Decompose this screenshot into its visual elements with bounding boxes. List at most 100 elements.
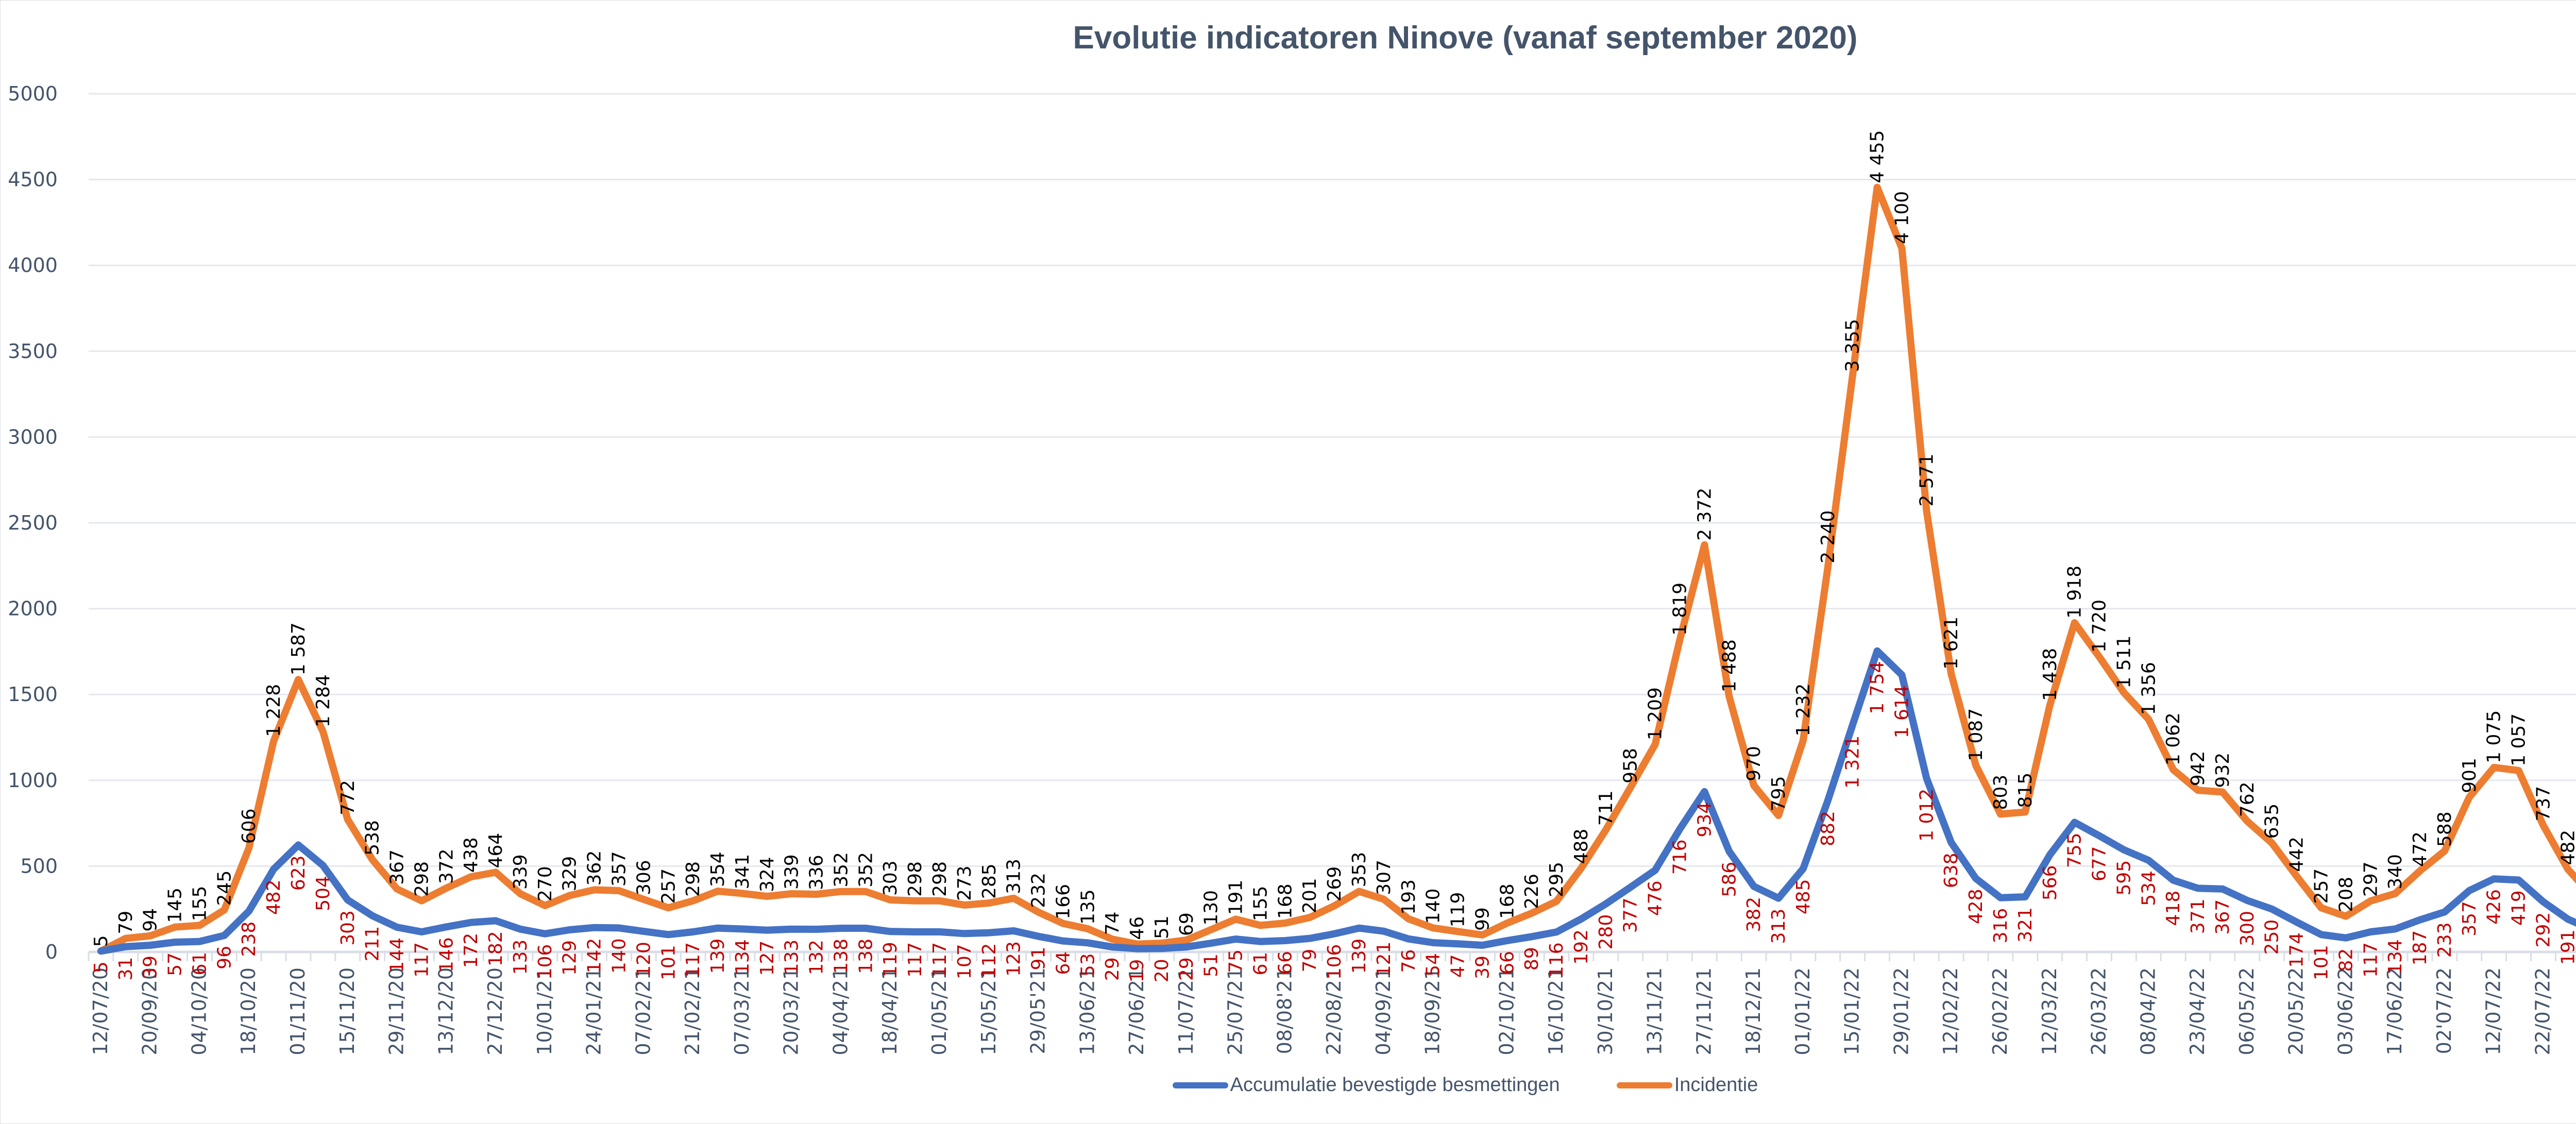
data-label-accumulatie: 119 [880, 942, 901, 977]
x-tick-label: 21/02/21 [681, 967, 704, 1055]
x-tick-label: 16/10/21 [1545, 967, 1567, 1055]
data-label-incidentie: 339 [510, 854, 531, 890]
data-label-incidentie: 2 372 [1694, 488, 1715, 541]
legend-item-accumulatie[interactable]: Accumulatie bevestigde besmettingen [1172, 1074, 1560, 1096]
legend-label-incidentie: Incidentie [1674, 1074, 1758, 1096]
data-label-accumulatie: 303 [337, 910, 359, 946]
x-tick-label: 20/05/22 [2285, 967, 2308, 1055]
data-label-accumulatie: 66 [1497, 951, 1518, 975]
data-label-incidentie: 99 [1472, 907, 1493, 931]
data-label-accumulatie: 482 [263, 879, 284, 915]
data-label-incidentie: 367 [387, 849, 408, 885]
data-label-accumulatie: 61 [1250, 952, 1271, 976]
x-tick-label: 25/07/21 [1224, 967, 1247, 1055]
data-label-accumulatie: 371 [2188, 898, 2209, 934]
x-tick-label: 03/06/22 [2334, 967, 2357, 1055]
data-label-accumulatie: 101 [2311, 945, 2332, 980]
x-tick-label: 20/03/21 [780, 967, 803, 1055]
y-tick-label: 4500 [8, 168, 58, 191]
data-label-accumulatie: 139 [707, 939, 728, 974]
data-label-incidentie: 352 [831, 852, 852, 888]
data-label-accumulatie: 134 [732, 939, 753, 975]
x-tick-label: 12/02/22 [1939, 967, 1962, 1055]
data-label-accumulatie: 313 [1768, 909, 1789, 944]
data-label-incidentie: 711 [1596, 790, 1617, 826]
data-label-incidentie: 140 [1423, 889, 1444, 924]
data-label-incidentie: 353 [1349, 852, 1370, 888]
data-label-accumulatie: 485 [1793, 879, 1814, 914]
data-label-incidentie: 772 [337, 780, 359, 815]
y-tick-label: 2000 [8, 598, 58, 620]
data-label-incidentie: 298 [683, 861, 704, 897]
data-label-accumulatie: 418 [2163, 891, 2184, 926]
legend-swatch-accumulatie [1172, 1082, 1228, 1088]
data-label-accumulatie: 934 [1694, 802, 1715, 838]
x-tick-label: 18/10/20 [237, 967, 260, 1055]
data-label-accumulatie: 172 [461, 933, 482, 968]
y-tick-label: 1500 [8, 683, 58, 706]
data-label-accumulatie: 238 [239, 922, 260, 957]
x-tick-label: 01/01/22 [1791, 967, 1814, 1055]
x-tick-label: 12/03/22 [2038, 967, 2061, 1055]
x-tick-label: 24/01/21 [583, 967, 605, 1055]
data-label-accumulatie: 192 [1571, 929, 1592, 965]
data-label-accumulatie: 211 [362, 926, 383, 962]
x-tick-label: 18/09/21 [1421, 967, 1444, 1055]
x-tick-label: 04/09/21 [1372, 967, 1395, 1055]
data-label-accumulatie: 64 [1053, 951, 1074, 975]
chart-title: Evolutie indicatoren Ninove (vanaf septe… [1073, 20, 1858, 56]
data-label-accumulatie: 586 [1719, 862, 1740, 897]
data-label-accumulatie: 19 [1127, 959, 1148, 983]
data-label-incidentie: 488 [1571, 829, 1592, 864]
x-tick-label: 11/07/21 [1175, 967, 1197, 1055]
data-label-accumulatie: 51 [1201, 953, 1222, 977]
data-label-incidentie: 482 [2557, 830, 2576, 865]
data-label-incidentie: 285 [979, 863, 1000, 899]
legend-item-incidentie[interactable]: Incidentie [1616, 1074, 1758, 1096]
data-label-incidentie: 372 [436, 848, 457, 884]
x-tick-label: 15/11/20 [336, 967, 359, 1055]
data-label-incidentie: 352 [855, 852, 876, 888]
data-label-accumulatie: 75 [1226, 949, 1247, 973]
data-label-accumulatie: 595 [2113, 860, 2134, 896]
data-label-incidentie: 1 720 [2089, 600, 2110, 653]
data-label-incidentie: 324 [757, 857, 778, 892]
data-label-accumulatie: 882 [1818, 811, 1839, 846]
data-label-incidentie: 1 062 [2163, 712, 2184, 765]
data-label-incidentie: 472 [2410, 831, 2431, 867]
x-tick-label: 27/12/20 [484, 967, 506, 1055]
data-label-accumulatie: 66 [1275, 951, 1296, 975]
data-label-accumulatie: 20 [1151, 959, 1173, 982]
data-label-incidentie: 354 [707, 851, 728, 887]
data-label-incidentie: 762 [2237, 781, 2258, 817]
data-label-incidentie: 145 [165, 888, 186, 923]
data-label-incidentie: 295 [1546, 862, 1567, 897]
data-label-accumulatie: 428 [1965, 889, 1987, 924]
data-label-incidentie: 538 [362, 820, 383, 856]
x-tick-label: 01/11/20 [286, 967, 309, 1055]
data-label-accumulatie: 132 [806, 940, 827, 975]
data-label-accumulatie: 187 [2410, 930, 2431, 966]
data-label-incidentie: 94 [140, 908, 161, 932]
data-label-accumulatie: 716 [1670, 839, 1691, 875]
data-label-incidentie: 3 355 [1842, 319, 1863, 372]
data-label-accumulatie: 144 [387, 938, 408, 973]
y-tick-label: 3500 [8, 340, 58, 363]
data-label-incidentie: 2 240 [1818, 510, 1839, 564]
y-tick-label: 5000 [8, 82, 58, 105]
data-label-incidentie: 166 [1053, 884, 1074, 919]
data-label-accumulatie: 101 [658, 945, 679, 980]
data-label-incidentie: 269 [1324, 866, 1345, 902]
data-label-incidentie: 226 [1521, 874, 1543, 909]
data-label-incidentie: 442 [2286, 837, 2308, 872]
data-label-accumulatie: 382 [1743, 897, 1765, 932]
data-label-accumulatie: 233 [2434, 922, 2455, 958]
data-label-incidentie: 588 [2434, 811, 2455, 847]
data-label-incidentie: 273 [954, 865, 975, 901]
data-label-accumulatie: 54 [1423, 953, 1444, 977]
data-label-accumulatie: 117 [929, 942, 951, 978]
data-label-accumulatie: 476 [1645, 880, 1666, 916]
series-line-incidentie [97, 183, 2576, 955]
data-label-accumulatie: 321 [2015, 907, 2036, 943]
data-label-incidentie: 270 [535, 866, 556, 901]
